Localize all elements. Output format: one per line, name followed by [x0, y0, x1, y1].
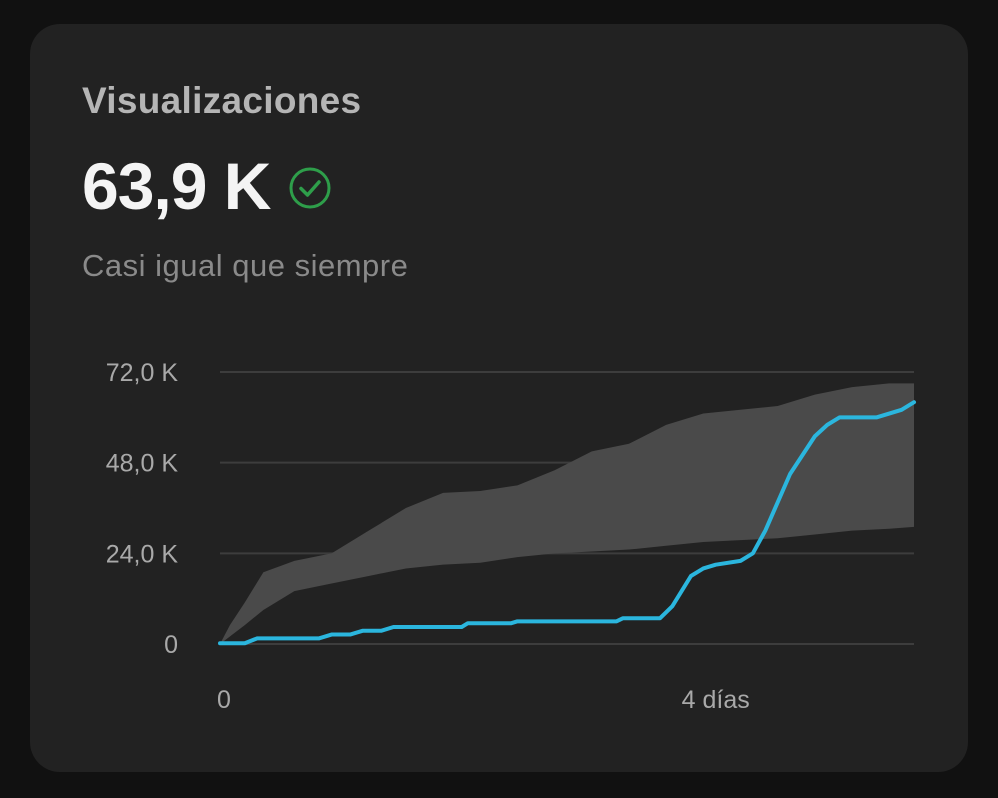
comparison-text: Casi igual que siempre: [82, 248, 409, 283]
y-tick-label-1: 24,0 K: [106, 540, 179, 568]
y-axis-ticks: 0 24,0 K 48,0 K 72,0 K: [106, 359, 179, 659]
x-tick-label-0: 0: [217, 686, 231, 714]
range-band-area: [220, 383, 914, 644]
check-circle-icon: [289, 167, 331, 209]
y-tick-label-2: 48,0 K: [106, 450, 179, 478]
x-tick-label-1: 4 días: [682, 686, 750, 714]
x-axis-ticks: 0 4 días: [217, 686, 750, 714]
views-total: 63,9 K: [82, 149, 271, 223]
typical-range-band: [220, 383, 914, 644]
metric-row: 63,9 K: [82, 148, 332, 224]
series-line-group: [218, 400, 916, 646]
y-tick-label-0: 0: [164, 631, 178, 659]
card-title: Visualizaciones: [82, 80, 362, 121]
series-line-0: [218, 400, 916, 646]
y-tick-label-3: 72,0 K: [106, 359, 179, 387]
